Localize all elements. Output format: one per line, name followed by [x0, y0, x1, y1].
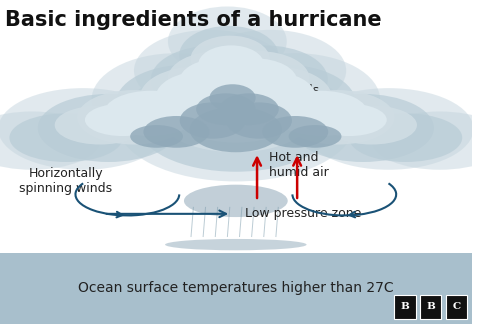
Text: C: C	[453, 302, 461, 311]
FancyBboxPatch shape	[0, 253, 472, 324]
Ellipse shape	[288, 125, 341, 148]
Ellipse shape	[209, 84, 256, 111]
Ellipse shape	[168, 6, 287, 76]
Text: B: B	[426, 302, 435, 311]
Ellipse shape	[130, 125, 183, 148]
Ellipse shape	[262, 116, 328, 148]
Text: Low pressure zone: Low pressure zone	[245, 207, 361, 220]
Ellipse shape	[55, 106, 145, 145]
Text: Ocean surface temperatures higher than 27C: Ocean surface temperatures higher than 2…	[78, 281, 394, 295]
Ellipse shape	[210, 53, 380, 146]
Ellipse shape	[191, 36, 270, 82]
Ellipse shape	[198, 45, 264, 84]
FancyBboxPatch shape	[420, 295, 442, 319]
Ellipse shape	[156, 71, 250, 123]
Ellipse shape	[190, 107, 282, 152]
Ellipse shape	[201, 45, 328, 113]
Ellipse shape	[312, 104, 387, 136]
Text: B: B	[400, 302, 409, 311]
Ellipse shape	[219, 67, 332, 129]
Ellipse shape	[349, 113, 462, 162]
Ellipse shape	[326, 106, 417, 145]
Ellipse shape	[222, 71, 316, 123]
Ellipse shape	[170, 78, 302, 143]
Ellipse shape	[179, 58, 264, 104]
Ellipse shape	[281, 90, 394, 145]
Ellipse shape	[304, 88, 474, 170]
FancyBboxPatch shape	[446, 295, 468, 319]
Ellipse shape	[137, 75, 335, 172]
Ellipse shape	[134, 30, 287, 111]
Ellipse shape	[156, 75, 315, 152]
Ellipse shape	[184, 185, 288, 217]
Text: Hot and
humid air: Hot and humid air	[269, 151, 329, 179]
Ellipse shape	[85, 104, 160, 136]
Ellipse shape	[144, 116, 209, 148]
Ellipse shape	[165, 239, 307, 250]
Ellipse shape	[140, 67, 253, 129]
Ellipse shape	[219, 93, 279, 125]
Ellipse shape	[215, 65, 356, 143]
Ellipse shape	[226, 102, 292, 139]
Ellipse shape	[372, 111, 480, 170]
Ellipse shape	[212, 58, 297, 104]
Ellipse shape	[38, 94, 179, 162]
Ellipse shape	[92, 53, 261, 146]
Ellipse shape	[292, 94, 434, 162]
Text: Horizontally
spinning winds: Horizontally spinning winds	[20, 168, 113, 195]
Text: Rain clouds: Rain clouds	[247, 84, 319, 97]
Ellipse shape	[151, 45, 278, 113]
Ellipse shape	[193, 30, 346, 111]
Ellipse shape	[274, 91, 368, 136]
Text: Basic ingredients of a hurricane: Basic ingredients of a hurricane	[5, 10, 381, 30]
Ellipse shape	[104, 91, 198, 136]
Ellipse shape	[180, 102, 246, 139]
Ellipse shape	[207, 51, 310, 106]
FancyBboxPatch shape	[394, 295, 416, 319]
Ellipse shape	[168, 51, 270, 106]
Ellipse shape	[179, 26, 278, 84]
Ellipse shape	[117, 65, 355, 181]
Ellipse shape	[116, 65, 257, 143]
Ellipse shape	[0, 111, 100, 170]
Ellipse shape	[196, 93, 256, 125]
Ellipse shape	[10, 113, 122, 162]
Ellipse shape	[77, 90, 191, 145]
Ellipse shape	[0, 88, 168, 170]
